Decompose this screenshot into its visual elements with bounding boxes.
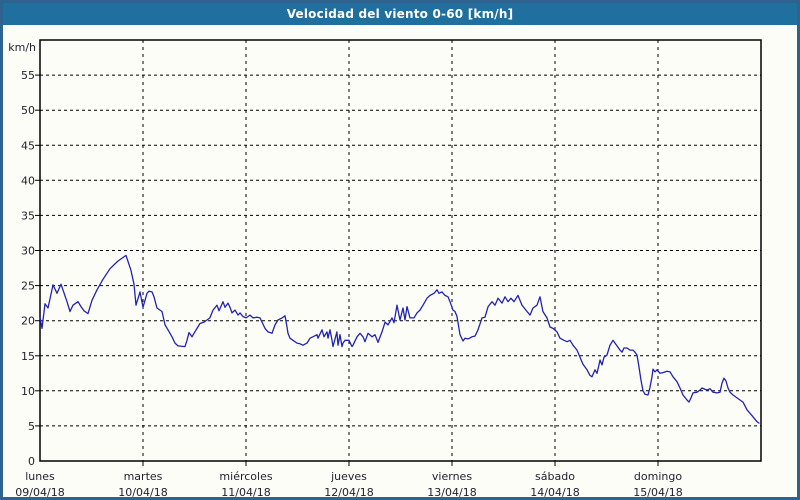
horizontal-gridlines <box>40 74 761 427</box>
svg-text:10: 10 <box>21 385 35 398</box>
day-name-label: miércoles <box>219 470 272 483</box>
vertical-gridlines <box>142 40 659 461</box>
day-date-label: 14/04/18 <box>530 486 579 499</box>
day-date-label: 15/04/18 <box>633 486 682 499</box>
day-name-label: viernes <box>432 470 472 483</box>
axis-ticks <box>35 74 659 466</box>
svg-text:0: 0 <box>28 455 35 468</box>
y-axis-unit-label: km/h <box>8 41 36 54</box>
svg-text:25: 25 <box>21 280 35 293</box>
day-name-label: domingo <box>634 470 682 483</box>
wind-speed-line <box>39 254 760 424</box>
plot-frame <box>39 39 762 462</box>
svg-text:40: 40 <box>21 174 35 187</box>
svg-text:15: 15 <box>21 350 35 363</box>
svg-text:35: 35 <box>21 209 35 222</box>
day-name-label: martes <box>124 470 163 483</box>
day-date-label: 10/04/18 <box>118 486 167 499</box>
page-title: Velocidad del viento 0-60 [km/h] <box>286 7 514 21</box>
title-bar: Velocidad del viento 0-60 [km/h] <box>3 3 797 25</box>
day-date-label: 09/04/18 <box>15 486 64 499</box>
svg-text:30: 30 <box>21 245 35 258</box>
day-date-label: 12/04/18 <box>324 486 373 499</box>
day-date-label: 11/04/18 <box>221 486 270 499</box>
svg-text:50: 50 <box>21 104 35 117</box>
x-axis-labels: lunes 09/04/18 martes 10/04/18 miércoles 11/0… <box>15 470 682 499</box>
svg-text:55: 55 <box>21 69 35 82</box>
y-axis-labels: 0 5 10 15 20 25 30 35 40 45 50 55 <box>21 69 35 468</box>
svg-text:5: 5 <box>28 420 35 433</box>
svg-text:20: 20 <box>21 315 35 328</box>
day-name-label: lunes <box>25 470 55 483</box>
day-name-label: sábado <box>535 470 575 483</box>
svg-text:45: 45 <box>21 139 35 152</box>
day-name-label: jueves <box>330 470 367 483</box>
day-date-label: 13/04/18 <box>427 486 476 499</box>
